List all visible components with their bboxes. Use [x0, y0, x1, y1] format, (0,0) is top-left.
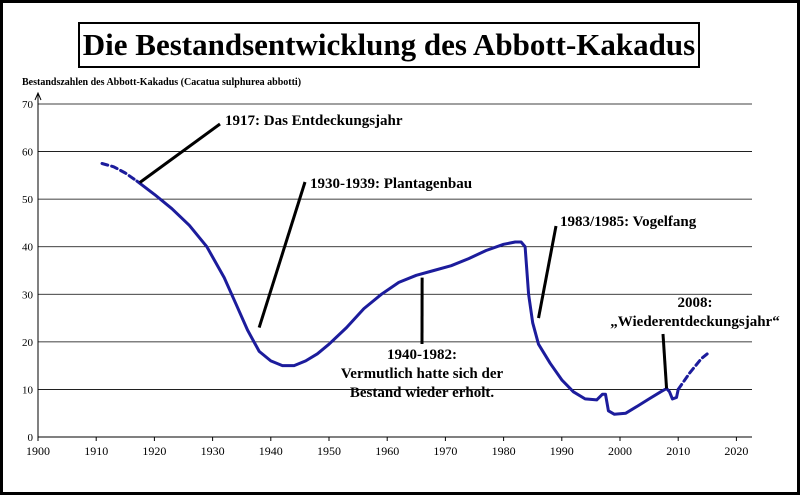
- y-tick-label: 60: [22, 147, 34, 159]
- y-tick-label: 70: [22, 99, 34, 111]
- y-axis-arrow: [34, 91, 42, 101]
- x-tick-label: 1960: [375, 444, 399, 458]
- annotation-label: 1930-1939: Plantagenbau: [310, 176, 472, 192]
- x-tick-label: 1940: [259, 444, 283, 458]
- x-tick-label: 1900: [26, 444, 50, 458]
- annotation-pointer: [257, 181, 307, 329]
- annotation-label: 2008:: [678, 295, 713, 311]
- series-line: [135, 179, 680, 416]
- annotation-label: Vermutlich hatte sich der: [341, 366, 504, 382]
- annotation-label: „Wiederentdeckungsjahr“: [610, 314, 780, 330]
- x-tick-label: 1970: [433, 444, 457, 458]
- series-line-estimated: [100, 162, 139, 183]
- annotation-label: 1917: Das Entdeckungsjahr: [225, 113, 403, 129]
- annotation-label: 1940-1982:: [387, 347, 457, 363]
- annotation-label: 1983/1985: Vogelfang: [560, 214, 697, 230]
- y-tick-label: 0: [28, 432, 34, 444]
- x-tick-label: 2020: [724, 444, 748, 458]
- x-tick-label: 2010: [666, 444, 690, 458]
- series-line-estimated: [676, 349, 712, 391]
- chart-title: Die Bestandsentwicklung des Abbott-Kakad…: [78, 22, 700, 68]
- x-tick-label: 2000: [608, 444, 632, 458]
- x-tick-label: 1920: [142, 444, 166, 458]
- y-tick-label: 40: [22, 242, 34, 254]
- x-tick-label: 1910: [84, 444, 108, 458]
- x-tick-label: 1950: [317, 444, 341, 458]
- y-tick-label: 20: [22, 337, 34, 349]
- annotation-label: Bestand wieder erholt.: [350, 385, 495, 401]
- y-tick-label: 50: [22, 194, 34, 206]
- x-tick-label: 1930: [201, 444, 225, 458]
- x-tick-label: 1990: [550, 444, 574, 458]
- y-axis-label: Bestandszahlen des Abbott-Kakadus (Cacat…: [22, 77, 302, 88]
- y-tick-label: 30: [22, 289, 34, 301]
- annotation-pointer: [537, 225, 558, 319]
- annotation-pointer: [138, 122, 221, 184]
- y-tick-label: 10: [22, 384, 34, 396]
- annotation-pointer: [661, 333, 669, 389]
- x-tick-label: 1980: [492, 444, 516, 458]
